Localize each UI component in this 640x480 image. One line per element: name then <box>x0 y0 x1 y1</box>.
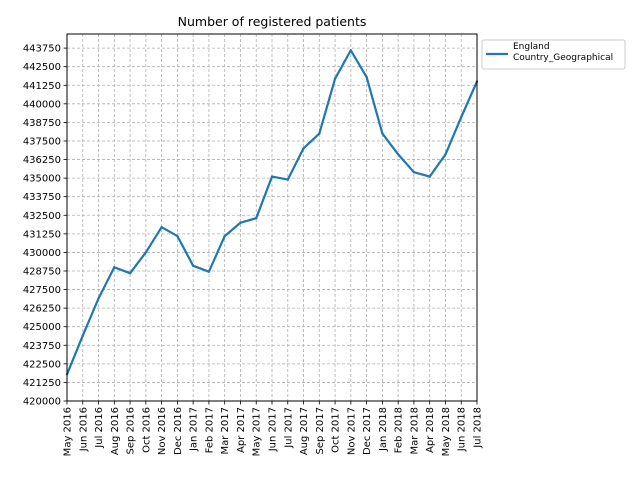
x-tick-label: May 2017 <box>252 407 263 456</box>
x-tick-label: Jun 2016 <box>78 407 89 452</box>
data-point <box>128 272 132 275</box>
data-point <box>444 153 447 156</box>
y-tick-label: 440000 <box>23 99 61 110</box>
x-tick-label: Feb 2017 <box>204 407 215 453</box>
y-tick-label: 441250 <box>23 81 61 92</box>
x-tick-label: Nov 2017 <box>346 407 357 455</box>
y-tick-label: 437500 <box>23 136 61 147</box>
x-tick-label: May 2018 <box>441 407 452 456</box>
x-axis: May 2016 Jun 2016 Jul 2016 Aug 2016 Sep 2016… <box>63 401 484 456</box>
x-tick-label: Dec 2016 <box>173 407 184 455</box>
x-tick-label: Aug 2017 <box>299 407 310 455</box>
x-tick-label: Jun 2018 <box>457 407 468 452</box>
x-tick-label: Apr 2018 <box>425 407 436 453</box>
chart-title: Number of registered patients <box>178 14 367 29</box>
x-tick-label: Aug 2016 <box>110 407 121 455</box>
y-tick-label: 425000 <box>23 322 61 333</box>
x-tick-label: Feb 2018 <box>394 407 405 453</box>
legend: England Country_Geographical <box>481 39 626 70</box>
series-layer <box>65 49 479 376</box>
data-point <box>239 221 242 224</box>
legend-label: England Country_Geographical <box>513 42 613 63</box>
x-tick-label: Sep 2016 <box>126 407 137 454</box>
data-point <box>286 178 289 181</box>
data-point <box>113 266 116 269</box>
data-point <box>397 153 400 156</box>
y-tick-label: 428750 <box>23 266 61 277</box>
data-point <box>333 77 337 80</box>
x-tick-label: Jul 2016 <box>94 407 105 449</box>
data-point <box>144 251 147 254</box>
y-tick-label: 423750 <box>23 341 61 352</box>
data-point <box>160 226 163 229</box>
data-point <box>412 171 416 174</box>
data-point <box>223 234 226 238</box>
y-tick-label: 430000 <box>23 248 61 259</box>
data-point <box>381 132 384 135</box>
x-tick-label: Jul 2018 <box>473 407 484 449</box>
data-point <box>176 234 179 238</box>
data-point <box>270 175 274 178</box>
x-tick-label: Mar 2017 <box>220 407 231 455</box>
y-tick-label: 422500 <box>23 359 61 370</box>
y-tick-label: 443750 <box>23 44 61 55</box>
y-tick-label: 426250 <box>23 304 61 315</box>
data-point <box>365 75 368 79</box>
y-tick-label: 433750 <box>23 192 61 203</box>
data-point <box>428 175 431 178</box>
data-point <box>255 217 258 220</box>
data-point <box>318 132 321 135</box>
y-tick-label: 431250 <box>23 229 61 240</box>
x-tick-label: Jan 2018 <box>378 407 389 452</box>
x-tick-label: Nov 2016 <box>157 407 168 455</box>
y-tick-label: 420000 <box>23 397 61 408</box>
y-tick-label: 432500 <box>23 211 61 222</box>
x-tick-label: May 2016 <box>63 407 74 456</box>
x-tick-label: Jun 2017 <box>268 407 279 452</box>
x-tick-label: Jan 2017 <box>189 407 200 452</box>
y-tick-label: 436250 <box>23 155 61 166</box>
y-tick-label: 435000 <box>23 174 61 185</box>
y-tick-label: 427500 <box>23 285 61 296</box>
x-tick-label: Oct 2017 <box>331 407 342 453</box>
x-tick-label: Oct 2016 <box>141 407 152 453</box>
x-tick-label: Apr 2017 <box>236 407 247 453</box>
data-point <box>460 116 463 119</box>
x-tick-label: Mar 2018 <box>409 407 420 455</box>
y-tick-label: 438750 <box>23 118 61 129</box>
y-axis: 420000 421250 422500 423750 425000 426250 4275… <box>23 44 67 408</box>
data-point <box>207 270 211 273</box>
data-point <box>302 147 305 150</box>
data-point <box>97 297 100 300</box>
y-tick-label: 421250 <box>23 378 61 389</box>
data-point <box>192 264 195 267</box>
data-point <box>81 334 85 337</box>
grid <box>66 34 478 402</box>
data-point <box>349 49 352 52</box>
x-tick-label: Sep 2017 <box>315 407 326 454</box>
x-tick-label: Dec 2017 <box>362 407 373 455</box>
plot-frame <box>66 33 478 402</box>
legend-box <box>481 39 626 70</box>
y-tick-label: 442500 <box>23 62 61 73</box>
x-tick-label: Jul 2017 <box>283 407 294 449</box>
